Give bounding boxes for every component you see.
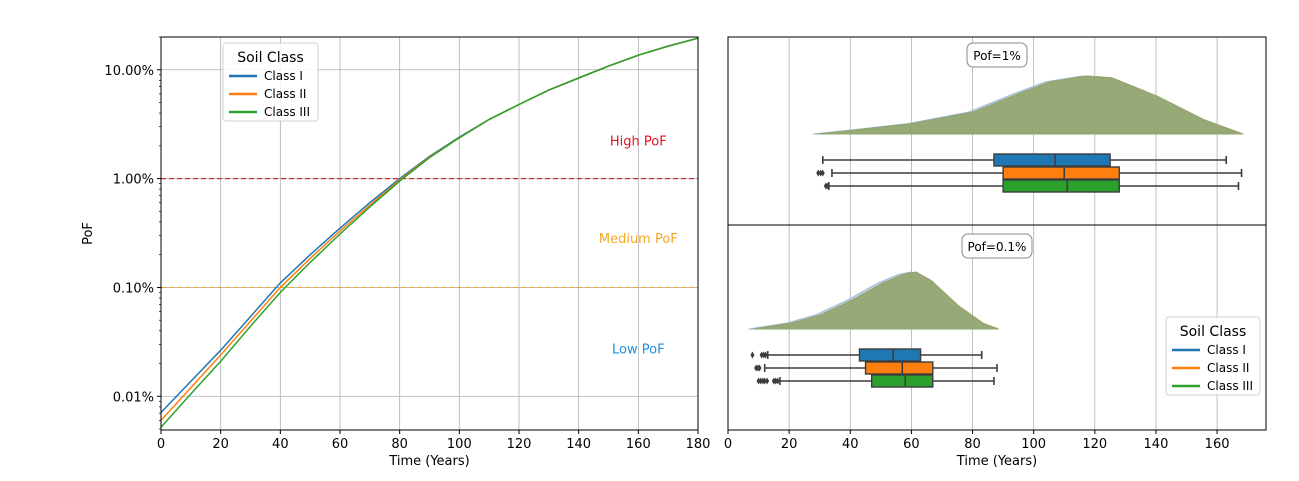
x-tick-label: 180	[686, 437, 711, 452]
x-tick-label: 160	[626, 437, 651, 452]
x-tick-label: 160	[1205, 437, 1230, 452]
legend-entry: Class I	[1207, 343, 1246, 357]
y-tick-label: 10.00%	[104, 64, 154, 79]
legend-frame	[222, 42, 319, 122]
plot-frame	[160, 36, 699, 431]
legend-entry: Class III	[264, 105, 310, 119]
legend: Soil Class Class I Class II Class III	[1165, 316, 1261, 396]
outlier-marker	[759, 351, 764, 359]
x-axis-label: Time (Years)	[388, 454, 469, 469]
box-iqr	[870, 374, 934, 388]
outlier-marker	[757, 364, 762, 372]
panel-2: Pof=0.1%	[727, 224, 1267, 431]
legend: Soil Class Class I Class II Class III	[222, 42, 319, 122]
x-tick-label: 100	[447, 437, 472, 452]
panel-label-box	[966, 42, 1028, 68]
boxplot-class-ii	[754, 361, 998, 375]
y-tick-label: 0.10%	[113, 281, 154, 296]
box-iqr	[1002, 166, 1120, 180]
x-tick-label: 0	[157, 437, 165, 452]
y-axis-label: PoF	[81, 222, 96, 245]
x-tick-label: 120	[1082, 437, 1107, 452]
boxplot-class-iii	[756, 374, 995, 388]
legend-frame	[1165, 316, 1261, 396]
y-tick-label: 1.00%	[113, 173, 154, 188]
boxplot-class-iii	[823, 179, 1240, 193]
boxplot-class-i	[750, 348, 983, 362]
x-tick-label: 40	[842, 437, 859, 452]
x-tick-label: 0	[724, 437, 732, 452]
time-distribution-chart: Pof=1% Pof=0.1% 0 20 40 60 80 100 120 140 160 Time …	[724, 36, 1267, 469]
x-tick-label: 80	[964, 437, 981, 452]
legend-entry: Class I	[264, 69, 303, 83]
legend-entry: Class III	[1207, 379, 1253, 393]
kde-density-area	[753, 271, 999, 330]
legend-entry: Class II	[264, 87, 306, 101]
x-tick-label: 80	[391, 437, 408, 452]
x-tick-label: 120	[507, 437, 532, 452]
outlier-marker	[825, 182, 830, 190]
box-iqr	[864, 361, 934, 375]
region-label: Medium PoF	[599, 232, 678, 247]
boxplot-class-i	[821, 153, 1228, 167]
outlier-marker	[765, 377, 770, 385]
pof-line-chart: 0 20 40 60 80 100 120 140 160 180 0.01% 0.10% 1.00% 1…	[81, 36, 711, 469]
panel-1: Pof=1%	[727, 36, 1267, 226]
panel-frame	[727, 224, 1267, 431]
outlier-marker	[820, 169, 825, 177]
kde-density-area	[817, 75, 1243, 135]
x-tick-label: 20	[781, 437, 798, 452]
boxplot-class-ii	[816, 166, 1243, 180]
outlier-marker	[756, 377, 761, 385]
outlier-marker	[775, 377, 780, 385]
outlier-marker	[763, 351, 768, 359]
box-iqr	[858, 348, 922, 362]
x-axis-label: Time (Years)	[956, 454, 1037, 469]
y-tick-label: 0.01%	[113, 390, 154, 405]
outlier-marker	[762, 377, 767, 385]
box-iqr	[1002, 179, 1120, 193]
outlier-marker	[816, 169, 821, 177]
x-tick-label: 60	[332, 437, 349, 452]
outlier-marker	[758, 377, 763, 385]
x-tick-label: 140	[566, 437, 591, 452]
legend-title: Soil Class	[237, 50, 304, 66]
legend-title: Soil Class	[1180, 324, 1247, 340]
region-label: High PoF	[610, 134, 667, 149]
series-line-class-iii	[160, 37, 699, 428]
outlier-marker	[818, 169, 823, 177]
x-tick-label: 20	[212, 437, 229, 452]
outlier-marker	[750, 351, 755, 359]
panel-label: Pof=1%	[973, 49, 1020, 63]
x-tick-label: 60	[903, 437, 920, 452]
panel-label: Pof=0.1%	[968, 240, 1027, 254]
x-tick-label: 40	[272, 437, 289, 452]
x-tick-label: 100	[1021, 437, 1046, 452]
outlier-marker	[773, 377, 778, 385]
box-iqr	[993, 153, 1111, 167]
legend-entry: Class II	[1207, 361, 1249, 375]
region-label: Low PoF	[612, 342, 665, 357]
x-tick-label: 140	[1144, 437, 1169, 452]
panel-label-box	[961, 233, 1033, 259]
